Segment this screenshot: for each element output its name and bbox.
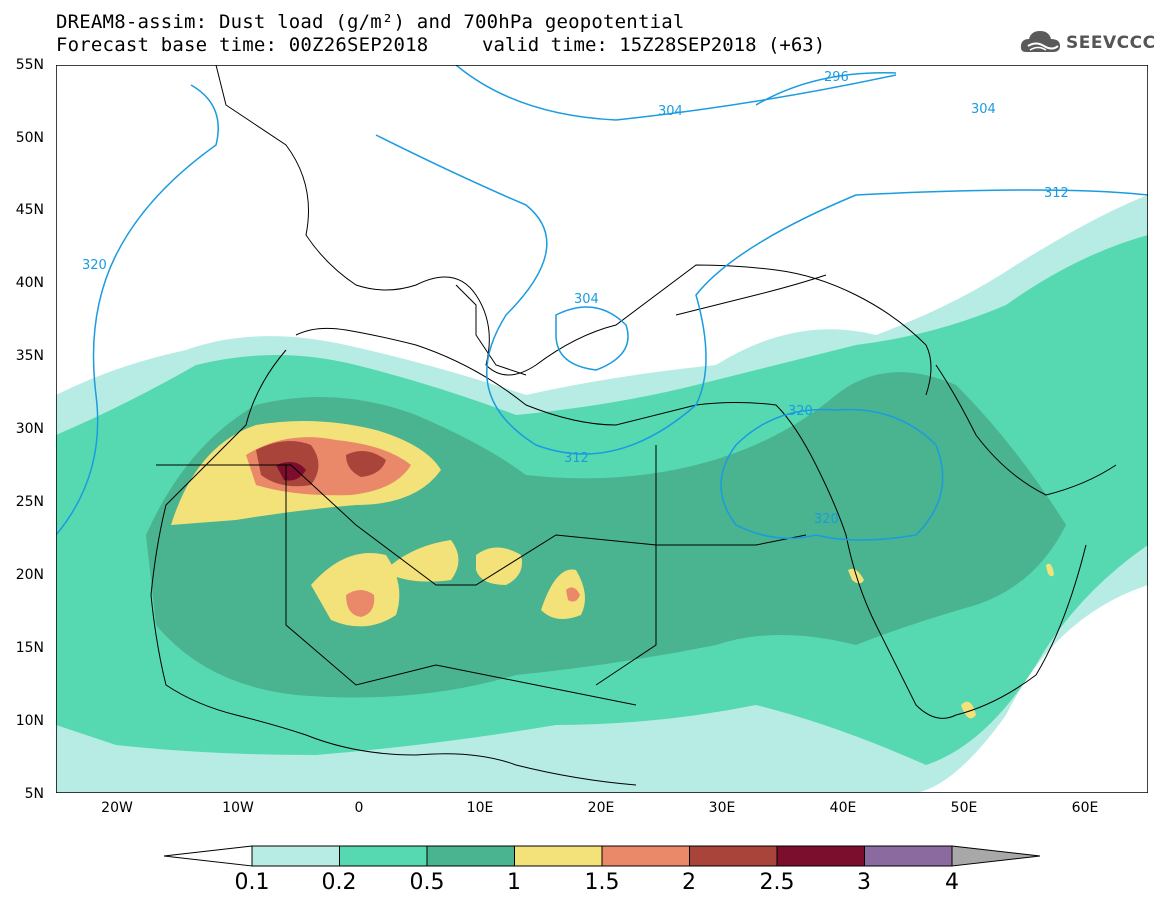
legend-label: 2: [682, 870, 696, 895]
legend-label: 0.2: [321, 870, 357, 895]
dust-shading: [56, 195, 1148, 793]
lat-tick: 50N: [15, 130, 44, 146]
lat-tick: 35N: [15, 348, 44, 364]
contour-label: 312: [1044, 186, 1069, 201]
colorbar-arrow-high: [951, 845, 1041, 867]
lat-tick: 40N: [15, 275, 44, 291]
lon-tick: 60E: [1071, 800, 1099, 816]
lon-tick: 20W: [101, 800, 133, 816]
geopotential-contours: [56, 65, 1148, 541]
legend-label: 3: [857, 870, 871, 895]
colorbar-box: [776, 845, 865, 867]
base-time-label: Forecast base time: 00Z26SEP2018: [56, 34, 429, 56]
cloud-icon: [1020, 31, 1060, 52]
contour-label: 320: [814, 512, 839, 527]
colorbar-box: [864, 845, 953, 867]
contour-label: 320: [82, 258, 107, 273]
lat-tick: 55N: [15, 57, 44, 73]
legend-label: 2.5: [759, 870, 795, 895]
contour-label: 320: [788, 404, 813, 419]
lon-tick: 10E: [466, 800, 494, 816]
legend-label: 4: [945, 870, 959, 895]
colorbar-box: [426, 845, 515, 867]
legend-label: 1.5: [584, 870, 620, 895]
lat-tick: 25N: [15, 494, 44, 510]
colorbar-box: [689, 845, 778, 867]
legend-colorbar: [163, 845, 1041, 867]
valid-time-label: valid time: 15Z28SEP2018 (+63): [482, 34, 826, 56]
lat-tick: 45N: [15, 202, 44, 218]
lat-tick: 10N: [15, 713, 44, 729]
contour-label: 296: [824, 70, 849, 85]
seevccc-logo: SEEVCCC: [1018, 24, 1158, 64]
logo-text: SEEVCCC: [1066, 33, 1156, 53]
map-title: DREAM8-assim: Dust load (g/m²) and 700hP…: [56, 11, 685, 33]
lat-tick: 30N: [15, 421, 44, 437]
colorbar-box: [251, 845, 340, 867]
lat-tick: 15N: [15, 640, 44, 656]
contour-label: 312: [564, 451, 589, 466]
contour-labels: 296 304 304 312 320 304 312 320 320: [82, 70, 1069, 527]
legend-label: 0.1: [234, 870, 270, 895]
coastlines: [150, 65, 1117, 786]
lon-tick: 0: [354, 800, 364, 816]
lon-tick: 20E: [587, 800, 615, 816]
lon-tick: 30E: [708, 800, 736, 816]
contour-label: 304: [658, 104, 683, 119]
lon-tick: 50E: [950, 800, 978, 816]
colorbar-boxes: [163, 845, 1041, 867]
legend-label: 1: [507, 870, 521, 895]
contour-label: 304: [574, 292, 599, 307]
lon-tick: 40E: [829, 800, 857, 816]
colorbar-box: [601, 845, 690, 867]
legend-label: 0.5: [409, 870, 445, 895]
contour-label: 304: [971, 102, 996, 117]
colorbar-box: [339, 845, 428, 867]
dust-load-map: 296 304 304 312 320 304 312 320 320: [56, 65, 1148, 793]
colorbar-arrow-low: [163, 845, 253, 867]
lat-tick: 5N: [24, 786, 44, 802]
colorbar-box: [514, 845, 603, 867]
lat-tick: 20N: [15, 567, 44, 583]
lon-tick: 10W: [222, 800, 254, 816]
